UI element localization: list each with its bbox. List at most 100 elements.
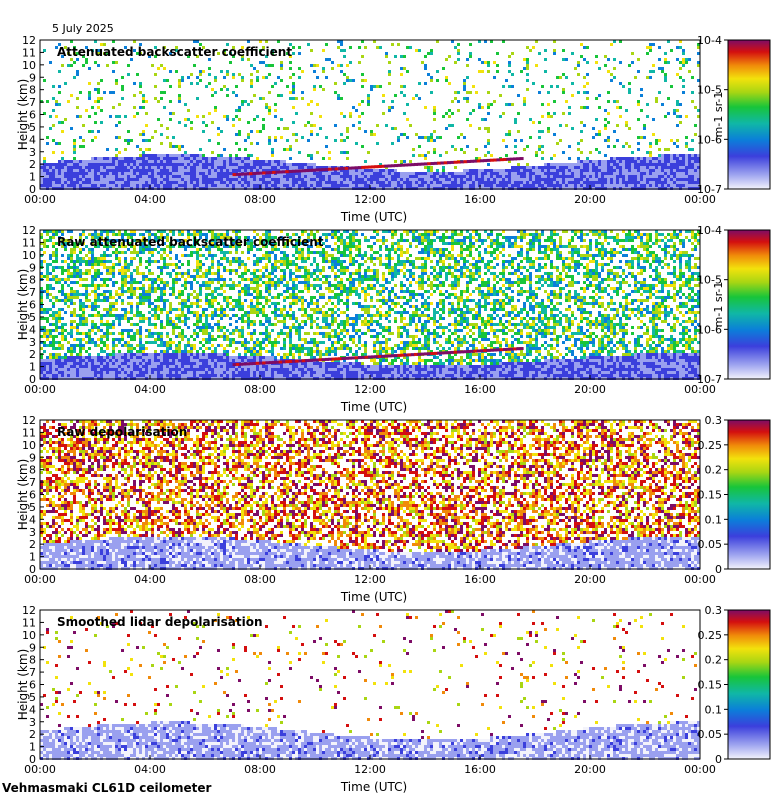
heatmap-cell [436,184,439,187]
heatmap-cell [82,181,85,184]
heatmap-cell [112,230,115,233]
heatmap-cell [634,172,637,175]
heatmap-cell [487,70,490,73]
heatmap-cell [121,371,124,374]
heatmap-cell [142,154,145,157]
heatmap-cell [259,163,262,166]
heatmap-cell [499,94,502,97]
heatmap-cell [208,175,211,178]
heatmap-cell [82,242,85,245]
heatmap-cell [541,175,544,178]
heatmap-cell [541,166,544,169]
heatmap-cell [115,163,118,166]
heatmap-cell [412,175,415,178]
heatmap-cell [163,302,166,305]
heatmap-cell [79,368,82,371]
cloud-base-mark [308,168,313,172]
heatmap-cell [316,166,319,169]
heatmap-cell [430,133,433,136]
heatmap-cell [106,308,109,311]
heatmap-cell [538,145,541,148]
heatmap-cell [76,362,79,365]
heatmap-cell [58,359,61,362]
heatmap-cell [679,76,682,79]
heatmap-cell [148,181,151,184]
heatmap-cell [271,160,274,163]
heatmap-cell [67,254,70,257]
heatmap-cell [46,175,49,178]
heatmap-cell [103,293,106,296]
heatmap-cell [163,181,166,184]
heatmap-cell [196,299,199,302]
heatmap-cell [193,184,196,187]
heatmap-cell [79,314,82,317]
heatmap-cell [340,175,343,178]
heatmap-cell [505,169,508,172]
heatmap-cell [535,166,538,169]
heatmap-cell [613,160,616,163]
heatmap-cell [277,169,280,172]
heatmap-cell [454,184,457,187]
heatmap-cell [160,332,163,335]
heatmap-cell [577,157,580,160]
heatmap-cell [214,181,217,184]
heatmap-cell [145,181,148,184]
heatmap-cell [628,184,631,187]
heatmap-cell [55,278,58,281]
heatmap-cell [361,79,364,82]
heatmap-cell [331,61,334,64]
heatmap-cell [415,94,418,97]
heatmap-cell [133,281,136,284]
heatmap-cell [163,344,166,347]
heatmap-cell [91,326,94,329]
heatmap-cell [100,350,103,353]
heatmap-cell [94,112,97,115]
heatmap-cell [637,172,640,175]
heatmap-cell [667,40,670,43]
heatmap-cell [640,166,643,169]
heatmap-cell [130,344,133,347]
heatmap-cell [172,160,175,163]
cloud-base-mark [291,169,296,173]
heatmap-cell [208,112,211,115]
heatmap-cell [121,278,124,281]
heatmap-cell [376,46,379,49]
heatmap-cell [475,148,478,151]
heatmap-cell [181,175,184,178]
heatmap-cell [103,266,106,269]
heatmap-cell [61,287,64,290]
heatmap-cell [580,43,583,46]
heatmap-cell [46,275,49,278]
heatmap-cell [127,139,130,142]
heatmap-cell [124,245,127,248]
heatmap-cell [439,184,442,187]
cloud-base-mark [318,168,323,172]
heatmap-cell [673,160,676,163]
heatmap-cell [64,278,67,281]
heatmap-cell [82,175,85,178]
heatmap-cell [139,106,142,109]
heatmap-cell [97,157,100,160]
heatmap-cell [118,263,121,266]
heatmap-cell [682,58,685,61]
heatmap-cell [103,344,106,347]
heatmap-cell [142,347,145,350]
heatmap-cell [133,94,136,97]
heatmap-cell [454,181,457,184]
heatmap-cell [148,169,151,172]
heatmap-cell [187,362,190,365]
heatmap-cell [430,76,433,79]
heatmap-cell [160,133,163,136]
heatmap-cell [328,178,331,181]
heatmap-cell [646,157,649,160]
heatmap-cell [496,172,499,175]
heatmap-cell [514,184,517,187]
heatmap-cell [151,136,154,139]
heatmap-cell [40,347,43,350]
heatmap-cell [70,356,73,359]
heatmap-cell [634,181,637,184]
heatmap-cell [385,184,388,187]
heatmap-cell [268,178,271,181]
heatmap-cell [142,236,145,239]
heatmap-cell [346,130,349,133]
